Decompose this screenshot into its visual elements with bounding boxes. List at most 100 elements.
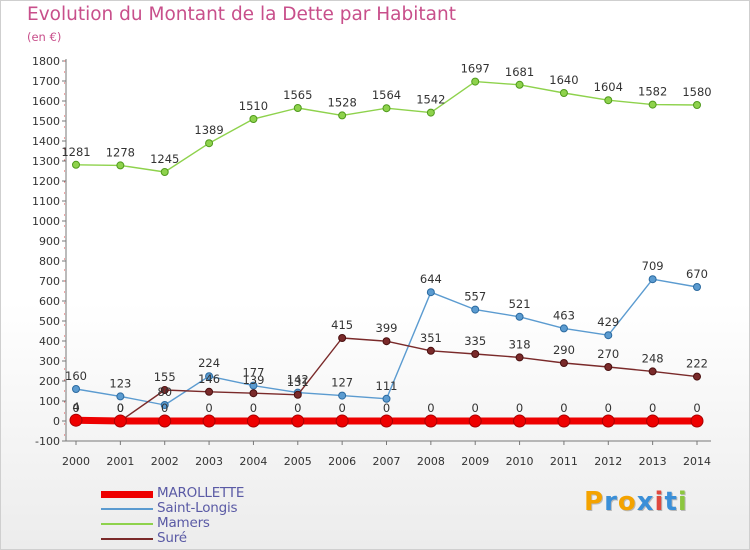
- data-point: [293, 390, 302, 399]
- data-point: [513, 414, 527, 428]
- data-label: 1389: [194, 123, 223, 137]
- data-label: 670: [686, 267, 708, 281]
- data-point: [557, 414, 571, 428]
- data-label: 0: [250, 401, 257, 415]
- data-point: [338, 111, 347, 120]
- x-tick-label: 2006: [328, 455, 356, 468]
- data-label: 1528: [328, 95, 357, 109]
- data-label: 335: [464, 334, 486, 348]
- data-label: 0: [427, 401, 434, 415]
- data-point: [604, 96, 613, 105]
- y-tick-label: 800: [39, 255, 60, 268]
- data-point: [468, 414, 482, 428]
- data-label: 0: [560, 401, 567, 415]
- data-point: [426, 346, 435, 355]
- data-label: 160: [65, 369, 87, 383]
- logo-letter: o: [617, 487, 637, 517]
- data-point: [515, 353, 524, 362]
- data-label: 1580: [682, 85, 711, 99]
- data-point: [559, 359, 568, 367]
- data-label: 644: [420, 272, 442, 286]
- data-label: 155: [154, 370, 176, 384]
- y-tick-label: 200: [39, 375, 60, 388]
- data-point: [646, 414, 660, 428]
- data-point: [382, 337, 391, 346]
- logo-letter: t: [664, 487, 678, 517]
- x-tick-label: 2014: [683, 455, 711, 468]
- data-label: 0: [205, 401, 212, 415]
- legend-swatch: [101, 538, 153, 540]
- data-point: [160, 168, 169, 176]
- data-point: [471, 77, 480, 86]
- data-label: 0: [516, 401, 523, 415]
- data-point: [205, 387, 214, 396]
- y-tick-label: 500: [39, 315, 60, 328]
- data-point: [693, 372, 701, 381]
- x-tick-label: 2005: [284, 455, 312, 468]
- y-tick-label: 300: [39, 355, 60, 368]
- data-label: 1582: [638, 85, 667, 99]
- data-label: 0: [72, 401, 79, 415]
- legend-label: Suré: [157, 530, 187, 546]
- data-point: [601, 414, 615, 428]
- data-point: [648, 100, 657, 109]
- x-tick-label: 2000: [62, 455, 90, 468]
- data-point: [648, 367, 657, 376]
- data-label: 1281: [61, 145, 90, 159]
- data-point: [559, 89, 568, 97]
- data-label: 131: [287, 375, 309, 389]
- data-label: 1542: [416, 93, 445, 107]
- data-label: 1640: [549, 73, 578, 87]
- data-point: [471, 305, 480, 314]
- data-label: 1278: [106, 145, 135, 159]
- data-label: 351: [420, 331, 442, 345]
- legend-swatch: [101, 491, 153, 498]
- data-point: [559, 324, 568, 333]
- data-point: [160, 386, 169, 394]
- y-tick-label: 100: [39, 395, 60, 408]
- data-label: 463: [553, 308, 575, 322]
- y-tick-label: 1600: [32, 95, 60, 108]
- legend-label: Saint-Longis: [157, 500, 238, 516]
- data-label: 0: [117, 401, 124, 415]
- data-label: 0: [605, 401, 612, 415]
- data-label: 1565: [283, 88, 312, 102]
- data-label: 1697: [461, 62, 490, 76]
- x-tick-label: 2010: [506, 455, 534, 468]
- y-tick-label: 0: [53, 415, 60, 428]
- data-point: [515, 80, 524, 89]
- y-tick-label: 400: [39, 335, 60, 348]
- data-point: [382, 394, 391, 403]
- y-tick-label: 700: [39, 275, 60, 288]
- data-point: [69, 413, 83, 427]
- data-point: [648, 275, 657, 284]
- data-label: 0: [161, 401, 168, 415]
- data-point: [693, 101, 701, 109]
- chart-title: Evolution du Montant de la Dette par Hab…: [27, 4, 456, 25]
- data-point: [426, 108, 435, 117]
- data-label: 290: [553, 343, 575, 357]
- data-label: 0: [472, 401, 479, 415]
- data-point: [291, 414, 305, 428]
- data-label: 177: [242, 366, 264, 380]
- y-tick-label: 1500: [32, 115, 60, 128]
- y-tick-label: 1300: [32, 155, 60, 168]
- data-point: [249, 389, 258, 398]
- data-label: 0: [649, 401, 656, 415]
- logo-letter: i: [677, 487, 688, 517]
- data-label: 111: [376, 379, 398, 393]
- data-label: 127: [331, 376, 353, 390]
- data-label: 429: [597, 315, 619, 329]
- data-point: [338, 391, 347, 400]
- data-point: [335, 414, 349, 428]
- data-point: [249, 381, 258, 390]
- data-label: 4: [72, 400, 79, 414]
- data-point: [113, 414, 127, 428]
- legend-label: Mamers: [157, 515, 210, 531]
- data-point: [380, 414, 393, 428]
- y-tick-label: 1000: [32, 215, 60, 228]
- data-point: [202, 414, 216, 428]
- x-tick-label: 2007: [373, 455, 401, 468]
- data-label: 139: [242, 373, 264, 387]
